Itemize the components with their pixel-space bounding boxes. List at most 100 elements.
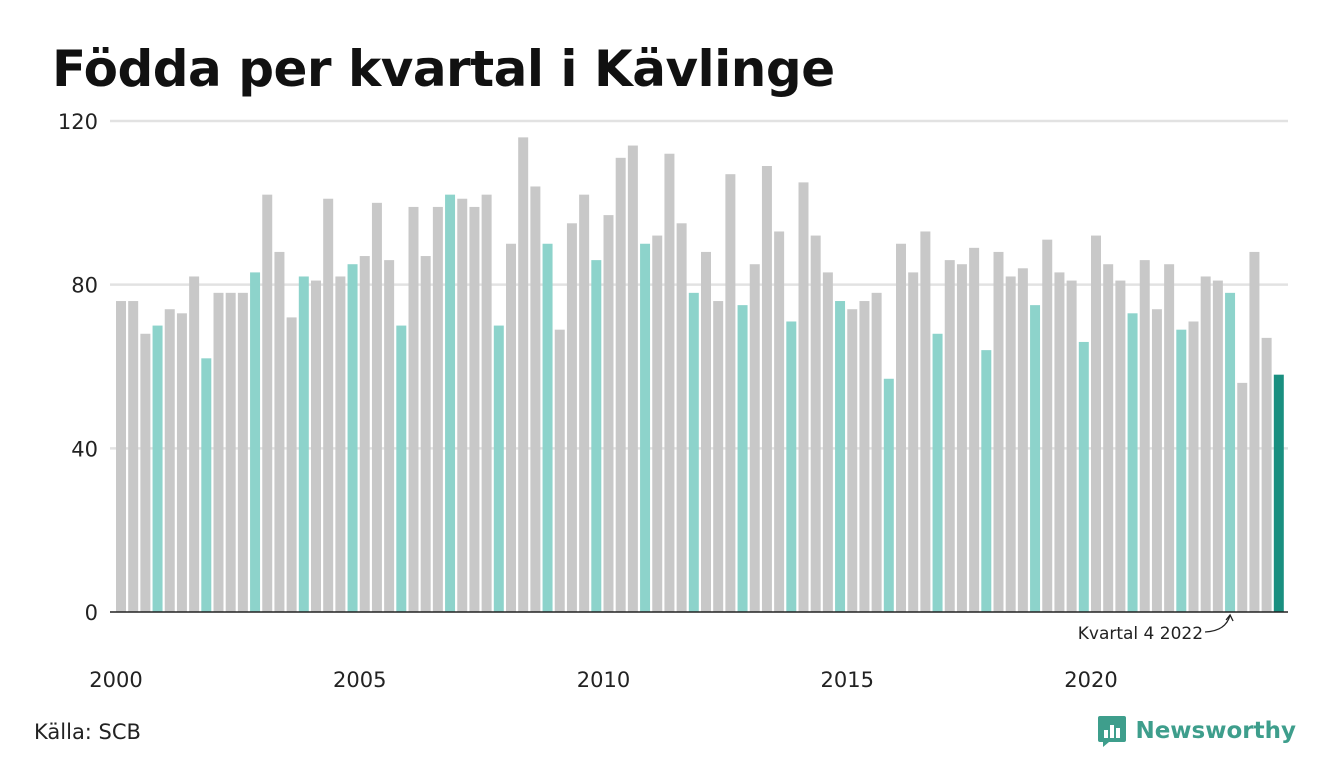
bar — [1066, 280, 1077, 612]
bar — [859, 301, 870, 612]
x-tick-label: 2015 — [821, 668, 874, 692]
x-tick-label: 2005 — [333, 668, 386, 692]
newsworthy-logo-icon — [1098, 716, 1127, 747]
bar — [457, 198, 468, 613]
bar — [798, 182, 809, 613]
x-axis-tick-labels: 2000 2005 2010 2015 2020 — [89, 668, 1117, 692]
bar — [737, 305, 748, 613]
bar — [298, 276, 309, 612]
bar — [164, 309, 175, 612]
bar — [359, 256, 370, 612]
y-axis-tick-labels: 0 40 80 120 — [58, 110, 98, 625]
bars — [116, 137, 1284, 613]
bar — [1188, 321, 1199, 612]
chart-title: Födda per kvartal i Kävlinge — [52, 40, 835, 98]
bar — [883, 378, 894, 612]
bar — [1139, 260, 1150, 612]
bar — [664, 153, 675, 613]
bar — [311, 280, 321, 612]
bar — [1176, 329, 1187, 612]
bar — [920, 231, 931, 612]
x-tick-label: 2000 — [89, 668, 142, 692]
bar — [201, 358, 212, 612]
bar — [993, 251, 1004, 612]
bar — [225, 292, 236, 612]
bar — [1005, 276, 1016, 612]
bar — [871, 292, 882, 612]
bar — [493, 325, 504, 612]
bar — [688, 292, 699, 612]
bar — [408, 206, 419, 612]
bar — [140, 333, 151, 612]
x-tick-label: 2020 — [1064, 668, 1117, 692]
bar — [116, 301, 126, 612]
bar — [896, 243, 906, 612]
bar — [652, 235, 663, 612]
bar — [152, 325, 163, 612]
bar — [701, 251, 711, 612]
bar — [956, 264, 967, 612]
bar — [566, 223, 577, 613]
bar — [774, 231, 785, 612]
brand-logo[interactable]: Newsworthy — [1097, 714, 1296, 748]
bar — [1237, 382, 1248, 612]
bar — [969, 247, 980, 612]
bar — [761, 166, 772, 612]
bar — [1115, 280, 1126, 612]
bar — [1212, 280, 1223, 612]
bar — [1249, 251, 1260, 612]
bar — [908, 272, 919, 612]
bar — [286, 317, 297, 612]
bar — [506, 243, 516, 612]
y-tick-label: 120 — [58, 110, 98, 134]
bar — [347, 264, 358, 612]
brand-name: Newsworthy — [1135, 718, 1296, 744]
annotation: Kvartal 4 2022 — [1078, 613, 1234, 644]
bar — [1054, 272, 1065, 612]
bar — [676, 223, 687, 613]
bar — [944, 260, 955, 612]
bar — [835, 301, 846, 612]
y-tick-label: 40 — [71, 437, 98, 461]
bar — [420, 256, 431, 612]
bar — [932, 333, 943, 612]
bar — [1103, 264, 1114, 612]
bar — [1091, 235, 1101, 612]
y-tick-label: 0 — [85, 601, 98, 625]
bar — [1225, 292, 1236, 612]
bar — [237, 292, 248, 612]
bar — [713, 301, 724, 612]
bar — [591, 260, 602, 612]
y-tick-label: 80 — [71, 274, 98, 298]
bar — [1200, 276, 1211, 612]
bar — [640, 243, 651, 612]
bar — [189, 276, 200, 612]
bar — [1151, 309, 1162, 612]
bar — [603, 215, 614, 613]
bar — [1273, 374, 1284, 612]
bar — [481, 194, 492, 612]
bar — [335, 276, 346, 612]
bar — [213, 292, 224, 612]
bar — [749, 264, 760, 612]
bar — [1078, 341, 1089, 612]
bar — [1017, 268, 1028, 612]
bar — [176, 313, 187, 612]
bar — [725, 174, 736, 612]
source-label: Källa: SCB — [34, 720, 141, 744]
bar — [981, 350, 992, 612]
bar — [554, 329, 565, 612]
bar — [262, 194, 273, 612]
bar — [615, 157, 626, 612]
bar — [786, 321, 797, 612]
annotation-label: Kvartal 4 2022 — [1078, 624, 1203, 644]
bar — [810, 235, 821, 612]
bar — [1164, 264, 1175, 612]
bar — [1042, 239, 1053, 612]
x-tick-label: 2010 — [577, 668, 630, 692]
bar — [1127, 313, 1138, 612]
bar — [1030, 305, 1041, 613]
bar — [822, 272, 833, 612]
bar — [128, 301, 139, 612]
